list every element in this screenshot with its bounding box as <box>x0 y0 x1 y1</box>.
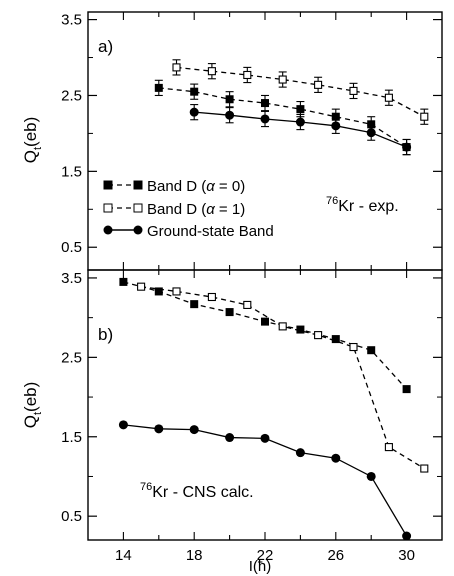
panel-a: 0.5 1.5 2.5 3.5 a) Qt(eb) Band D (α = 0) Ba… <box>21 11 443 271</box>
legend-label-ground-state-band: Ground-state Band <box>147 223 274 240</box>
panel-a-series <box>154 59 429 156</box>
data-point-filled-circle <box>402 142 412 152</box>
data-point-filled-circle <box>295 448 305 458</box>
data-point-filled-square <box>154 287 163 296</box>
panel-a-legend: Band D (α = 0) Band D (α = 1) Ground-sta… <box>103 178 274 240</box>
legend-marker-filled-square <box>103 180 113 190</box>
y-tick-label: 0.5 <box>61 239 82 256</box>
legend-entry-band-d-alpha-0: Band D (α = 0) <box>103 178 245 195</box>
series-1 <box>154 79 411 156</box>
panel-b-y-ticks: 0.5 1.5 2.5 3.5 <box>61 270 442 525</box>
legend-marker-filled-square <box>133 180 143 190</box>
data-point-filled-circle <box>225 110 235 120</box>
panel-b: 0.5 1.5 2.5 3.5 14 18 22 26 30 b) Qt(eb) 76Kr -… <box>21 269 443 575</box>
panel-a-y-ticks: 0.5 1.5 2.5 3.5 <box>61 12 442 256</box>
data-point-filled-circle <box>154 424 164 434</box>
data-point-open-square <box>207 292 216 302</box>
data-point-filled-circle <box>225 433 235 443</box>
data-point-open-square <box>384 93 393 102</box>
data-point-open-square <box>172 63 181 72</box>
panel-b-x-ticks: 14 18 22 26 30 <box>115 270 415 564</box>
x-tick-label: 18 <box>186 547 203 564</box>
series-line <box>158 87 407 148</box>
data-point-filled-circle <box>402 531 412 541</box>
legend-marker-filled-circle <box>133 225 143 235</box>
data-point-filled-circle <box>295 117 305 127</box>
series-3 <box>189 104 412 156</box>
data-point-open-square <box>314 331 323 340</box>
x-tick-label: 26 <box>327 547 344 564</box>
legend-marker-open-square <box>103 203 113 213</box>
legend-marker-filled-circle <box>103 225 113 235</box>
legend-label-band-d-alpha-1: Band D (α = 1) <box>147 201 245 218</box>
data-point-open-square <box>243 70 252 80</box>
data-point-open-square <box>384 443 393 452</box>
data-point-filled-circle <box>260 433 270 443</box>
panel-a-label: a) <box>98 37 113 56</box>
legend-entry-ground-state-band: Ground-state Band <box>103 223 274 240</box>
y-tick-label: 2.5 <box>61 87 82 104</box>
panel-a-x-ticks <box>122 12 408 270</box>
data-point-filled-circle <box>189 107 199 117</box>
data-point-filled-circle <box>118 420 128 430</box>
data-point-filled-square <box>154 83 163 92</box>
data-point-filled-circle <box>189 425 199 435</box>
y-tick-label: 3.5 <box>61 270 82 287</box>
y-tick-label: 0.5 <box>61 508 82 525</box>
data-point-open-square <box>314 80 323 89</box>
data-point-filled-circle <box>366 128 376 138</box>
legend-label-band-d-alpha-0: Band D (α = 0) <box>147 178 245 195</box>
data-point-filled-square <box>402 385 411 394</box>
data-point-open-square <box>207 67 216 76</box>
x-tick-label: 30 <box>398 547 415 564</box>
panel-b-nucleus-label: 76Kr - CNS calc. <box>140 481 254 501</box>
data-point-filled-circle <box>331 453 341 463</box>
legend-entry-band-d-alpha-1: Band D (α = 1) <box>103 201 245 218</box>
series-line <box>141 286 425 470</box>
data-point-open-square <box>172 287 181 296</box>
legend-marker-open-square <box>133 203 143 213</box>
data-point-filled-circle <box>260 114 270 124</box>
y-tick-label: 2.5 <box>61 349 82 366</box>
data-point-open-square <box>278 322 287 331</box>
y-tick-label: 3.5 <box>61 12 82 29</box>
data-point-filled-square <box>331 335 340 344</box>
panel-b-label: b) <box>98 325 113 344</box>
data-point-filled-square <box>225 308 234 317</box>
panel-b-frame <box>87 269 443 541</box>
x-axis-label: I(ħ) <box>249 558 272 575</box>
x-tick-label: 22 <box>257 547 274 564</box>
data-point-open-square <box>349 342 358 352</box>
data-point-open-square <box>349 86 358 95</box>
series-line <box>176 66 425 118</box>
series-line <box>123 281 408 390</box>
data-point-open-square <box>420 112 429 121</box>
data-point-filled-square <box>261 317 269 326</box>
data-point-filled-square <box>190 87 199 96</box>
data-point-open-square <box>137 282 146 291</box>
data-point-filled-square <box>119 277 128 286</box>
series-1 <box>119 277 411 394</box>
y-tick-label: 1.5 <box>61 429 82 446</box>
series-2 <box>172 59 429 125</box>
data-point-filled-circle <box>366 471 376 481</box>
x-tick-label: 14 <box>115 547 132 564</box>
y-tick-label: 1.5 <box>61 163 82 180</box>
data-point-filled-square <box>367 346 376 355</box>
data-point-open-square <box>243 300 252 309</box>
series-2 <box>137 282 429 473</box>
data-point-open-square <box>420 464 429 473</box>
data-point-filled-square <box>225 95 234 104</box>
data-point-filled-square <box>296 105 305 114</box>
panel-b-series <box>118 277 429 541</box>
panel-b-y-label: Qt(eb) <box>21 382 44 429</box>
data-point-open-square <box>278 75 287 84</box>
data-point-filled-circle <box>331 121 341 131</box>
series-3 <box>118 420 412 541</box>
data-point-filled-square <box>261 99 269 108</box>
panel-a-nucleus-label: 76Kr - exp. <box>326 195 399 215</box>
data-point-filled-square <box>190 300 199 309</box>
panel-a-y-label: Qt(eb) <box>21 117 44 164</box>
